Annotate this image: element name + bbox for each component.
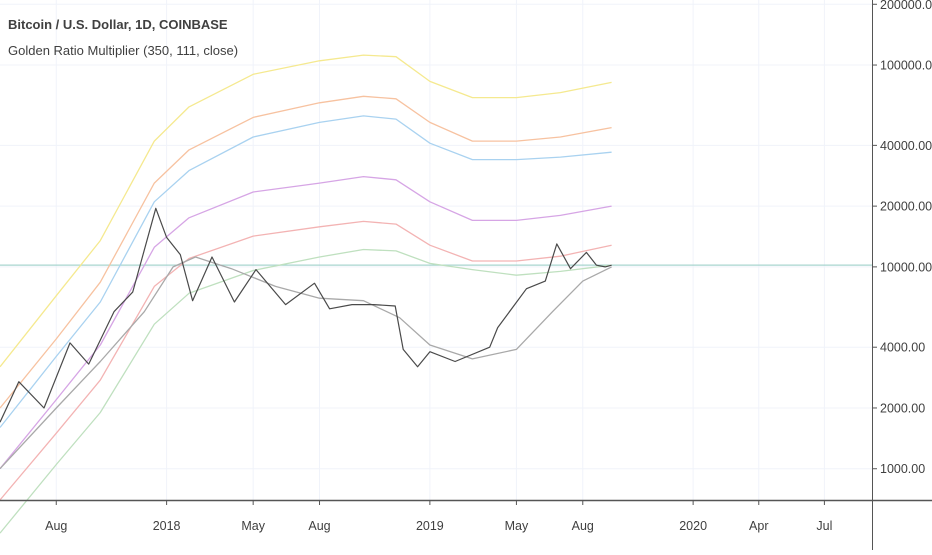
- y-tick-label: 200000.00: [880, 0, 932, 12]
- symbol-title: Bitcoin / U.S. Dollar, 1D, COINBASE: [8, 17, 228, 32]
- indicator-title: Golden Ratio Multiplier (350, 111, close…: [8, 43, 239, 58]
- multiplier-series-line: [0, 54, 612, 368]
- multiplier-series-line: [0, 248, 612, 534]
- y-tick-label: 1000.00: [880, 462, 925, 476]
- price-series-line: [0, 207, 612, 423]
- y-tick-label: 40000.00: [880, 139, 932, 153]
- multiplier-series-line: [0, 115, 612, 428]
- x-tick-label: May: [505, 519, 529, 533]
- x-tick-label: Apr: [749, 519, 768, 533]
- x-tick-label: 2020: [679, 519, 707, 533]
- chart-legend: Bitcoin / U.S. Dollar, 1D, COINBASE Gold…: [8, 12, 238, 64]
- y-tick-label: 2000.00: [880, 401, 925, 415]
- multiplier-series-line: [0, 220, 612, 501]
- x-tick-label: Aug: [45, 519, 67, 533]
- multiplier-series-line: [0, 256, 612, 470]
- y-tick-label: 4000.00: [880, 341, 925, 355]
- multiplier-series-line: [0, 95, 612, 409]
- x-tick-label: 2019: [416, 519, 444, 533]
- y-tick-label: 10000.00: [880, 260, 932, 274]
- series-group: [0, 54, 612, 534]
- x-tick-label: Aug: [572, 519, 594, 533]
- multiplier-series-line: [0, 175, 612, 470]
- y-tick-label: 100000.00: [880, 59, 932, 73]
- y-tick-label: 20000.00: [880, 200, 932, 214]
- x-tick-label: Aug: [308, 519, 330, 533]
- x-tick-label: Jul: [816, 519, 832, 533]
- x-tick-label: May: [241, 519, 265, 533]
- x-tick-label: 2018: [153, 519, 181, 533]
